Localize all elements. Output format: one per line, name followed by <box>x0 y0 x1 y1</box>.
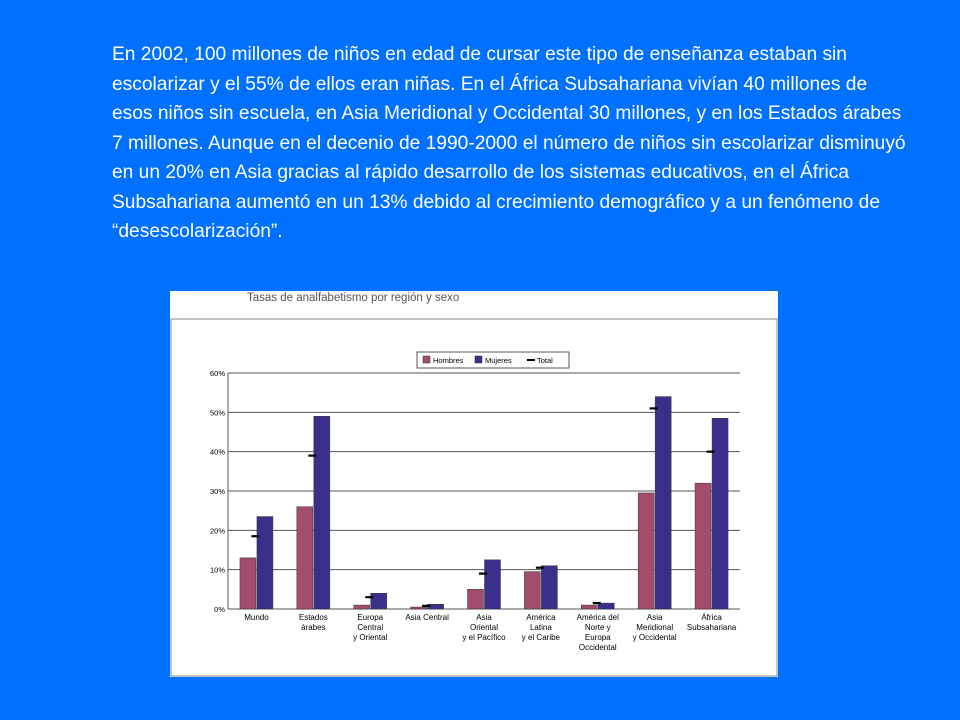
x-category-label: Europa <box>585 633 611 642</box>
legend-swatch <box>474 355 483 364</box>
bar-hombres <box>581 604 598 610</box>
y-tick-label: 20% <box>210 526 225 535</box>
x-category-label: y el Pacífico <box>462 633 506 642</box>
chart-figure: Tasas de analfabetismo por región y sexo… <box>170 291 778 677</box>
bar-mujeres <box>541 565 558 610</box>
x-category-label: Central <box>357 623 383 632</box>
bar-mujeres <box>256 516 274 610</box>
legend-swatch <box>422 355 431 364</box>
x-category-label: Oriental <box>470 623 498 632</box>
y-tick-label: 10% <box>210 566 225 575</box>
x-category-label: Asia Central <box>405 613 449 622</box>
x-category-label: Subsahariana <box>687 623 737 632</box>
bar-hombres <box>524 571 541 610</box>
bar-hombres <box>637 492 655 610</box>
y-tick-label: 60% <box>210 369 225 378</box>
y-tick-label: 50% <box>210 408 225 417</box>
legend-label: Total <box>537 356 553 365</box>
legend-box <box>416 351 570 369</box>
x-category-label: Asia <box>476 613 492 622</box>
literacy-bar-chart: Tasas de analfabetismo por región y sexo… <box>170 292 778 677</box>
bar-hombres <box>353 604 370 610</box>
chart-title: Tasas de analfabetismo por región y sexo <box>247 292 459 304</box>
x-category-label: Europa <box>357 613 383 622</box>
bar-hombres <box>239 557 257 610</box>
bar-mujeres <box>598 602 615 610</box>
y-tick-label: 40% <box>210 448 225 457</box>
x-category-label: Norte y <box>585 623 611 632</box>
bar-mujeres <box>370 593 387 610</box>
bar-hombres <box>467 589 484 610</box>
x-category-label: Asia <box>647 613 663 622</box>
bar-mujeres <box>313 416 331 610</box>
bar-hombres <box>694 482 712 610</box>
x-category-label: América <box>526 613 556 622</box>
x-category-label: África <box>701 613 722 622</box>
bar-hombres <box>296 506 314 610</box>
x-category-label: Latina <box>530 623 552 632</box>
legend-label: Hombres <box>433 356 464 365</box>
x-category-label: y el Caribe <box>522 633 561 642</box>
x-category-label: y Oriental <box>353 633 387 642</box>
x-category-label: América del <box>577 613 619 622</box>
legend-label: Mujeres <box>485 356 512 365</box>
x-category-label: árabes <box>301 623 325 632</box>
intro-paragraph: En 2002, 100 millones de niños en edad d… <box>112 44 906 242</box>
y-tick-label: 0% <box>214 605 225 614</box>
x-category-label: Occidental <box>579 643 617 652</box>
y-tick-label: 30% <box>210 487 225 496</box>
bar-mujeres <box>654 396 672 610</box>
x-category-label: Meridional <box>636 623 673 632</box>
bar-mujeres <box>484 559 501 610</box>
bar-hombres <box>410 606 427 610</box>
x-category-label: Mundo <box>244 613 269 622</box>
bar-mujeres <box>711 417 729 610</box>
x-category-label: Estados <box>299 613 328 622</box>
x-category-label: y Occidental <box>633 633 677 642</box>
